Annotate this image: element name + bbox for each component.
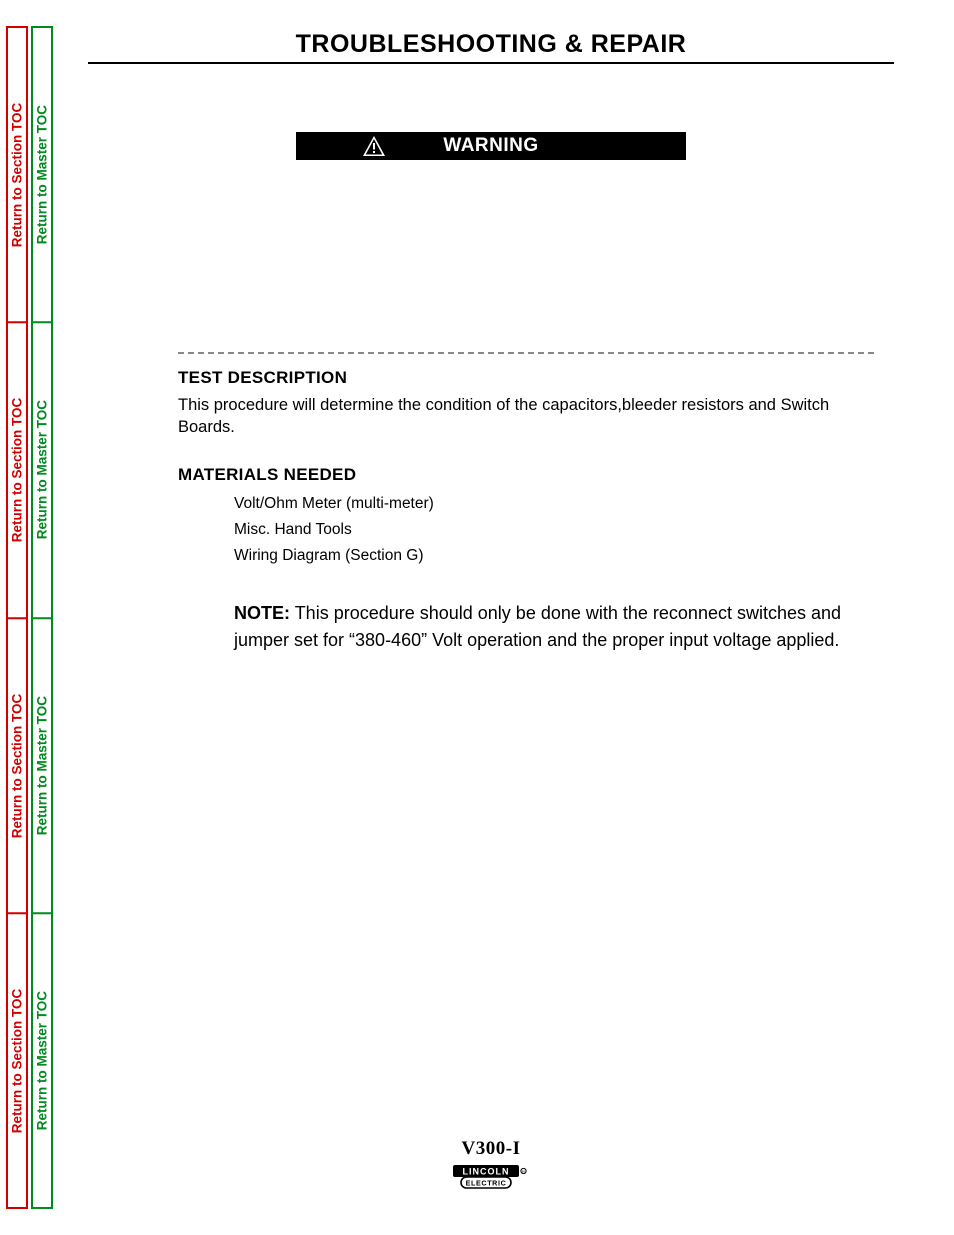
page-footer: V300-I LINCOLN ELECTRIC R xyxy=(88,1138,894,1195)
body-content: TEST DESCRIPTION This procedure will det… xyxy=(178,352,874,655)
footer-model: V300-I xyxy=(88,1138,894,1160)
test-description-heading: TEST DESCRIPTION xyxy=(178,368,874,388)
materials-item: Misc. Hand Tools xyxy=(234,517,874,543)
warning-triangle-icon xyxy=(362,135,386,157)
return-master-toc-link[interactable]: Return to Master TOC xyxy=(33,912,51,1207)
test-description-body: This procedure will determine the condit… xyxy=(178,394,874,439)
materials-needed-heading: MATERIALS NEEDED xyxy=(178,465,874,485)
warning-label: WARNING xyxy=(296,135,686,157)
return-master-toc-link[interactable]: Return to Master TOC xyxy=(33,321,51,616)
note-label: NOTE: xyxy=(234,603,290,623)
title-wrap: TROUBLESHOOTING & REPAIR xyxy=(88,26,894,62)
title-rule xyxy=(88,62,894,64)
section-toc-column: Return to Section TOC Return to Section … xyxy=(6,26,28,1209)
return-section-toc-link[interactable]: Return to Section TOC xyxy=(8,617,26,912)
materials-item: Wiring Diagram (Section G) xyxy=(234,543,874,569)
materials-item: Volt/Ohm Meter (multi-meter) xyxy=(234,491,874,517)
side-nav-tabs: Return to Section TOC Return to Section … xyxy=(6,26,56,1209)
return-master-toc-link[interactable]: Return to Master TOC xyxy=(33,617,51,912)
dashed-divider xyxy=(178,352,874,354)
note-body: This procedure should only be done with … xyxy=(234,603,841,651)
page-title: TROUBLESHOOTING & REPAIR xyxy=(296,30,687,62)
page-content: TROUBLESHOOTING & REPAIR WARNING TEST DE… xyxy=(88,26,894,1195)
return-section-toc-link[interactable]: Return to Section TOC xyxy=(8,912,26,1207)
return-section-toc-link[interactable]: Return to Section TOC xyxy=(8,321,26,616)
materials-list: Volt/Ohm Meter (multi-meter) Misc. Hand … xyxy=(234,491,874,570)
master-toc-column: Return to Master TOC Return to Master TO… xyxy=(31,26,53,1209)
return-master-toc-link[interactable]: Return to Master TOC xyxy=(33,28,51,321)
registered-icon: R xyxy=(522,1169,525,1174)
logo-bottom-text: ELECTRIC xyxy=(466,1179,507,1188)
warning-bar: WARNING xyxy=(296,132,686,160)
logo-top-text: LINCOLN xyxy=(463,1167,510,1177)
note-block: NOTE: This procedure should only be done… xyxy=(234,600,864,656)
lincoln-electric-logo: LINCOLN ELECTRIC R xyxy=(451,1164,531,1190)
return-section-toc-link[interactable]: Return to Section TOC xyxy=(8,28,26,321)
